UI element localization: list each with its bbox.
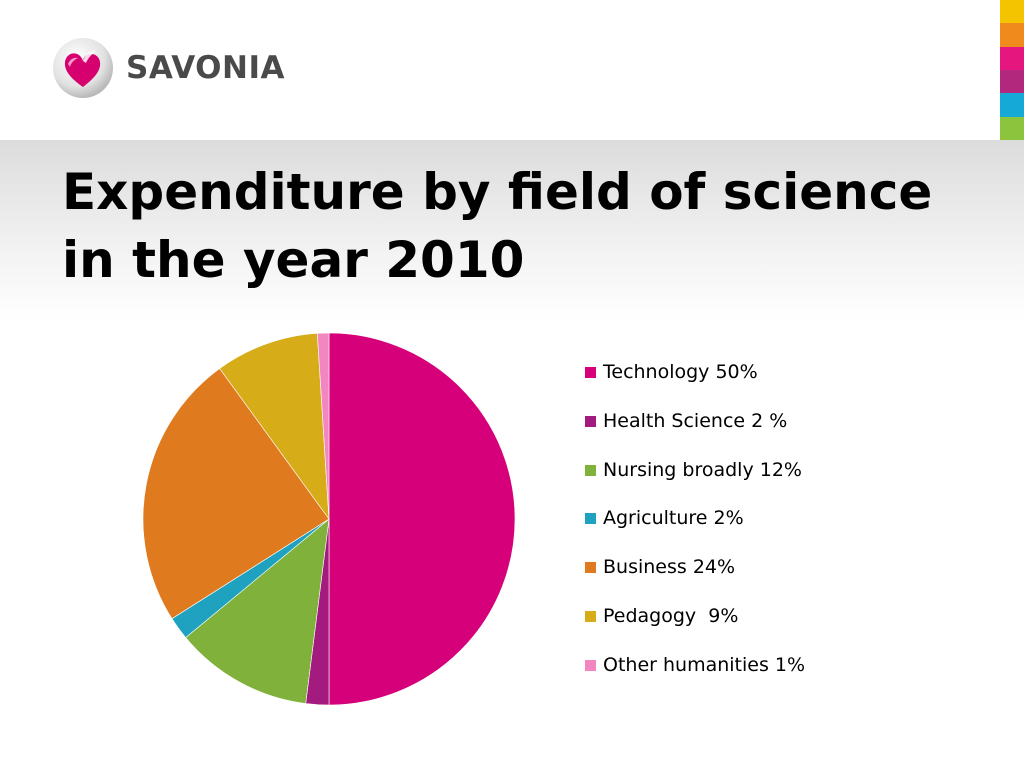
slide-title: Expenditure by field of science in the y…: [62, 163, 933, 289]
savonia-logo: SAVONIA: [52, 36, 285, 100]
savonia-heart-logo-icon: [53, 38, 113, 98]
brand-color-swatch: [1000, 23, 1024, 47]
legend-label: Health Science 2 %: [603, 409, 788, 432]
legend-swatch: [585, 513, 596, 525]
brand-color-swatch: [1000, 116, 1024, 140]
legend-item: Technology 50%: [585, 358, 1005, 407]
legend-swatch: [585, 659, 596, 671]
legend-item: Pedagogy 9%: [585, 602, 1005, 651]
brand-color-swatch: [1000, 69, 1024, 94]
legend-swatch: [585, 562, 596, 574]
legend-label: Technology 50%: [603, 361, 758, 383]
pie-slice-technology: [328, 332, 516, 706]
pie-slice-business: [142, 368, 330, 620]
legend-swatch: [585, 464, 596, 476]
brand-color-swatch: [1000, 46, 1024, 70]
brand-color-swatch: [1000, 93, 1024, 117]
legend-label: Business 24%: [603, 556, 736, 579]
legend-label: Other humanities 1%: [603, 653, 806, 676]
legend-label: Pedagogy 9%: [603, 604, 739, 627]
brand-color-swatch: [1000, 0, 1024, 24]
legend-label: Agriculture 2%: [603, 507, 744, 530]
title-band: [0, 140, 1024, 320]
legend-item: Agriculture 2%: [585, 504, 1005, 553]
brand-color-strip: [1000, 0, 1024, 140]
legend-item: Nursing broadly 12%: [585, 456, 1005, 505]
brand-name: SAVONIA: [126, 50, 285, 86]
chart-legend: Technology 50% Health Science 2 % Nursing …: [585, 358, 1005, 700]
legend-item: Other humanities 1%: [585, 651, 1005, 700]
legend-swatch: [585, 367, 596, 378]
legend-swatch: [585, 610, 596, 622]
legend-item: Health Science 2 %: [585, 407, 1005, 456]
legend-item: Business 24%: [585, 553, 1005, 602]
pie-slice-nursing-broadly: [185, 518, 330, 704]
legend-label: Nursing broadly 12%: [603, 458, 802, 481]
legend-swatch: [585, 415, 596, 427]
pie-slice-other-humanities: [317, 332, 330, 520]
pie-slice-pedagogy: [219, 333, 330, 521]
